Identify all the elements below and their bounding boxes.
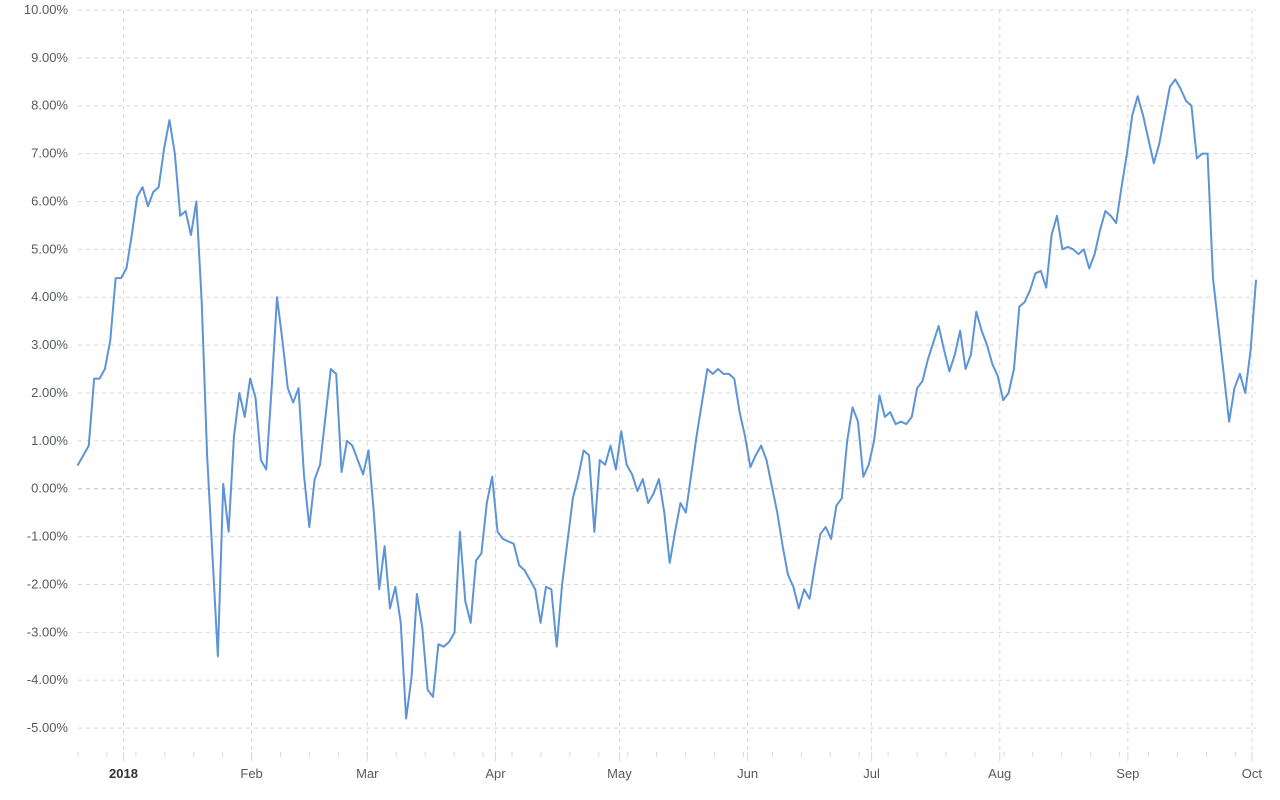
y-axis-label: 2.00%: [31, 385, 68, 400]
y-axis-label: 6.00%: [31, 193, 68, 208]
y-axis-label: 7.00%: [31, 146, 68, 161]
y-axis-label: -4.00%: [27, 672, 69, 687]
x-axis-month-label: Oct: [1242, 766, 1263, 781]
y-axis-label: 3.00%: [31, 337, 68, 352]
y-axis-label: -2.00%: [27, 576, 69, 591]
y-axis-label: -5.00%: [27, 720, 69, 735]
y-axis-label: 1.00%: [31, 433, 68, 448]
y-axis-label: 5.00%: [31, 241, 68, 256]
x-axis-month-label: Apr: [485, 766, 506, 781]
x-axis-month-label: Feb: [240, 766, 262, 781]
x-axis-month-label: Sep: [1116, 766, 1139, 781]
y-axis-label: -3.00%: [27, 624, 69, 639]
y-axis-label: -1.00%: [27, 529, 69, 544]
x-axis-month-label: May: [607, 766, 632, 781]
x-axis-month-label: Jun: [737, 766, 758, 781]
line-chart: -5.00% -4.00% -3.00% -2.00% -1.00% 0.00% 1.00%…: [0, 0, 1280, 800]
y-axis-label: 9.00%: [31, 50, 68, 65]
y-axis-label: 8.00%: [31, 98, 68, 113]
y-axis-label: 10.00%: [24, 2, 69, 17]
chart-canvas: -5.00% -4.00% -3.00% -2.00% -1.00% 0.00% 1.00%…: [0, 0, 1280, 800]
y-axis-label: 0.00%: [31, 481, 68, 496]
x-axis-month-label: Jul: [863, 766, 880, 781]
x-axis-month-label: Aug: [988, 766, 1011, 781]
x-axis-month-label: Mar: [356, 766, 379, 781]
x-axis-year-label: 2018: [109, 766, 138, 781]
y-axis-label: 4.00%: [31, 289, 68, 304]
series-line: [78, 79, 1256, 718]
